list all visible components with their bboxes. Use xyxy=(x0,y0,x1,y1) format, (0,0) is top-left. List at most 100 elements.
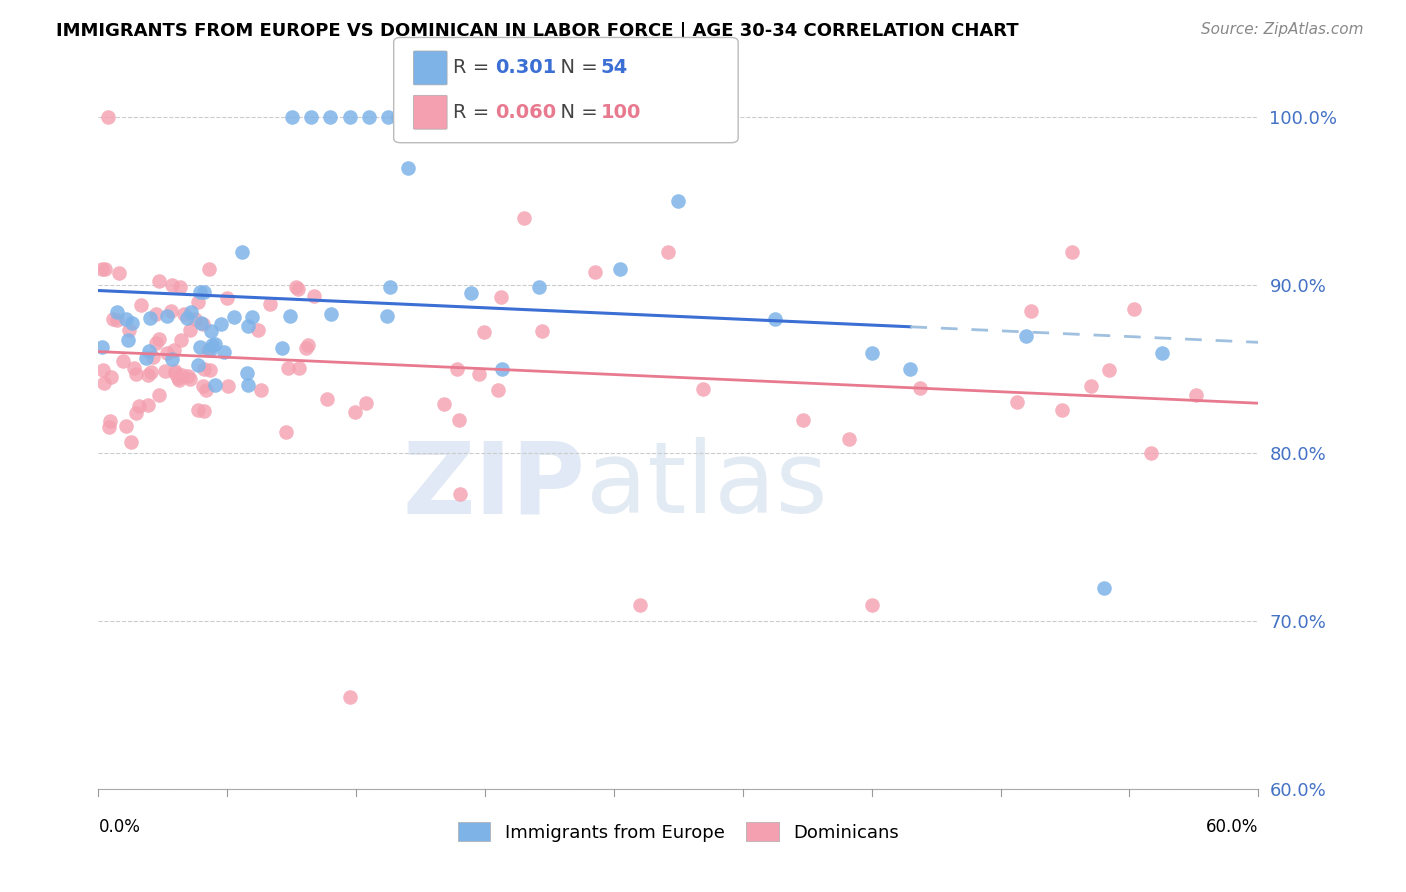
Point xyxy=(792,413,814,427)
Point xyxy=(609,261,631,276)
Point xyxy=(138,344,160,359)
Point xyxy=(666,194,689,209)
Point xyxy=(156,309,179,323)
Text: 100: 100 xyxy=(600,103,641,121)
Point xyxy=(191,379,214,393)
Point xyxy=(142,350,165,364)
Point xyxy=(135,351,157,365)
Point xyxy=(908,381,931,395)
Text: 0.0%: 0.0% xyxy=(98,818,141,837)
Point xyxy=(900,362,922,376)
Point xyxy=(527,279,550,293)
Point xyxy=(187,295,209,310)
Point xyxy=(281,111,304,125)
Point xyxy=(319,307,342,321)
Point xyxy=(198,343,221,358)
Point xyxy=(247,323,270,337)
Point xyxy=(628,598,651,612)
Point xyxy=(343,405,366,419)
Point xyxy=(122,360,145,375)
Point xyxy=(489,290,512,304)
Text: 60.0%: 60.0% xyxy=(1206,818,1258,837)
Point xyxy=(108,266,131,280)
Point xyxy=(120,435,142,450)
Point xyxy=(148,388,170,402)
Point xyxy=(190,316,212,330)
Point xyxy=(236,366,259,380)
Point xyxy=(117,333,139,347)
Point xyxy=(860,598,883,612)
Point xyxy=(177,369,200,384)
Point xyxy=(125,367,148,381)
Text: 0.060: 0.060 xyxy=(495,103,555,121)
Point xyxy=(299,111,322,125)
Point xyxy=(136,368,159,383)
Point xyxy=(200,324,222,338)
Point xyxy=(236,318,259,333)
Point xyxy=(170,334,193,348)
Point xyxy=(1092,581,1115,595)
Point xyxy=(167,371,190,385)
Text: N =: N = xyxy=(548,103,605,121)
Point xyxy=(188,285,211,299)
Point xyxy=(657,244,679,259)
Point xyxy=(491,362,513,376)
Point xyxy=(100,370,122,384)
Point xyxy=(1060,244,1083,259)
Point xyxy=(396,161,419,175)
Point xyxy=(236,378,259,392)
Point xyxy=(217,379,239,393)
Point xyxy=(449,487,471,501)
Point xyxy=(98,413,121,427)
Point xyxy=(191,317,214,331)
Point xyxy=(212,345,235,359)
Legend: Immigrants from Europe, Dominicans: Immigrants from Europe, Dominicans xyxy=(450,815,907,849)
Point xyxy=(295,341,318,355)
Point xyxy=(128,399,150,413)
Point xyxy=(204,336,226,351)
Point xyxy=(1005,394,1028,409)
Point xyxy=(188,340,211,354)
Text: 0.301: 0.301 xyxy=(495,59,557,78)
Point xyxy=(274,425,297,440)
Point xyxy=(387,111,409,125)
Point xyxy=(139,311,162,326)
Point xyxy=(115,418,138,433)
Point xyxy=(148,332,170,346)
Point xyxy=(468,367,491,381)
Point xyxy=(172,368,194,382)
Point xyxy=(250,383,273,397)
Point xyxy=(193,361,215,376)
Point xyxy=(179,322,201,336)
Point xyxy=(288,360,311,375)
Point xyxy=(763,312,786,326)
Point xyxy=(860,345,883,359)
Point xyxy=(692,382,714,396)
Point xyxy=(271,341,294,355)
Point xyxy=(354,395,377,409)
Point xyxy=(115,312,138,326)
Point xyxy=(1140,446,1163,460)
Point xyxy=(209,317,232,331)
Point xyxy=(111,354,134,368)
Point xyxy=(1185,388,1208,402)
Point xyxy=(472,325,495,339)
Point xyxy=(231,244,253,259)
Point xyxy=(1080,378,1102,392)
Point xyxy=(169,280,191,294)
Text: N =: N = xyxy=(548,59,605,78)
Point xyxy=(101,312,124,326)
Point xyxy=(277,360,299,375)
Point xyxy=(240,310,263,325)
Point xyxy=(125,406,148,420)
Point xyxy=(167,373,190,387)
Point xyxy=(460,286,482,301)
Point xyxy=(302,288,325,302)
Point xyxy=(838,432,860,446)
Point xyxy=(180,305,202,319)
Point xyxy=(197,261,219,276)
Point xyxy=(93,376,115,390)
Point xyxy=(297,338,319,352)
Point xyxy=(183,311,205,326)
Point xyxy=(97,420,120,434)
